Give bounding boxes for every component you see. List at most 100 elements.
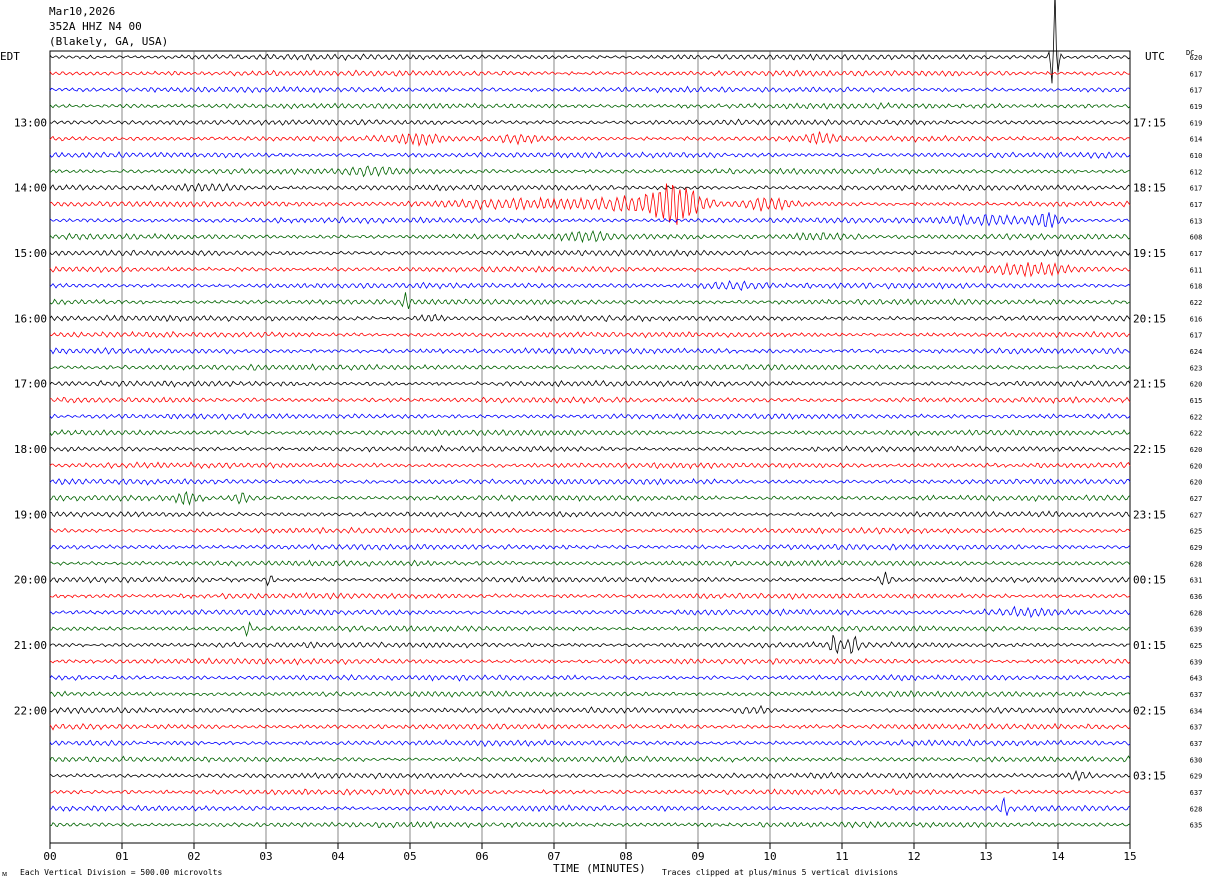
seismic-trace xyxy=(49,657,1131,666)
seismic-trace xyxy=(49,738,1131,748)
left-hour-label: 22:00 xyxy=(14,704,47,717)
seismic-trace xyxy=(49,690,1131,698)
dc-offset-value: 639 xyxy=(1190,626,1203,634)
corner-mark: ᴍ xyxy=(2,869,8,878)
seismic-trace xyxy=(49,85,1131,94)
left-hour-label: 14:00 xyxy=(14,182,47,195)
dc-offset-value: 629 xyxy=(1190,773,1203,781)
dc-offset-value: 619 xyxy=(1190,103,1203,111)
seismic-trace xyxy=(49,280,1131,292)
dc-offset-value: 631 xyxy=(1190,577,1203,585)
seismic-trace xyxy=(49,444,1131,453)
x-tick-label: 02 xyxy=(187,850,200,863)
right-hour-label: 03:15 xyxy=(1133,770,1166,783)
seismic-trace xyxy=(49,461,1131,470)
dc-offset-value: 643 xyxy=(1190,675,1203,683)
left-hour-label: 18:00 xyxy=(14,443,47,456)
plot-frame xyxy=(49,50,1131,844)
dc-offset-value: 614 xyxy=(1190,136,1203,144)
seismic-trace xyxy=(49,183,1131,225)
seismic-trace xyxy=(49,249,1131,257)
x-tick-label: 15 xyxy=(1123,850,1136,863)
dc-offset-value: 637 xyxy=(1190,724,1203,732)
dc-offset-value: 628 xyxy=(1190,560,1203,568)
dc-offset-value: 620 xyxy=(1190,54,1203,62)
x-tick-label: 13 xyxy=(979,850,992,863)
dc-offset-value: 627 xyxy=(1190,511,1203,519)
dc-offset-value: 625 xyxy=(1190,642,1203,650)
dc-offset-value: 628 xyxy=(1190,805,1203,813)
dc-offset-value: 623 xyxy=(1190,364,1203,372)
seismic-trace xyxy=(49,102,1131,110)
dc-offset-value: 637 xyxy=(1190,691,1203,699)
dc-offset-value: 618 xyxy=(1190,283,1203,291)
dc-offset-value: 611 xyxy=(1190,266,1203,274)
x-tick-label: 05 xyxy=(403,850,416,863)
left-timezone-label: EDT xyxy=(0,50,20,63)
seismic-trace xyxy=(49,722,1131,731)
x-axis-title: TIME (MINUTES) xyxy=(553,862,646,875)
plot-date: Mar10,2026 xyxy=(49,5,116,18)
seismic-trace xyxy=(49,292,1131,310)
dc-offset-value: 639 xyxy=(1190,658,1203,666)
dc-offset-value: 628 xyxy=(1190,609,1203,617)
seismic-trace xyxy=(49,621,1131,638)
dc-offset-value: 630 xyxy=(1190,756,1203,764)
dc-offset-value: 622 xyxy=(1190,430,1203,438)
seismic-trace xyxy=(49,821,1131,829)
dc-offset-value: 620 xyxy=(1190,381,1203,389)
x-tick-label: 08 xyxy=(619,850,632,863)
dc-offset-value: 617 xyxy=(1190,87,1203,95)
dc-offset-value: 617 xyxy=(1190,201,1203,209)
left-hour-label: 13:00 xyxy=(14,116,47,129)
seismic-trace xyxy=(49,131,1131,147)
seismic-trace xyxy=(49,796,1131,816)
seismic-trace xyxy=(49,704,1131,715)
left-hour-label: 17:00 xyxy=(14,378,47,391)
right-hour-label: 02:15 xyxy=(1133,704,1166,717)
dc-offset-value: 616 xyxy=(1190,315,1203,323)
dc-offset-value: 636 xyxy=(1190,593,1203,601)
seismic-trace xyxy=(49,755,1131,763)
x-tick-label: 06 xyxy=(475,850,488,863)
x-tick-label: 11 xyxy=(835,850,848,863)
x-tick-label: 10 xyxy=(763,850,776,863)
seismic-trace xyxy=(49,347,1131,355)
seismic-trace xyxy=(49,118,1131,126)
dc-offset-value: 622 xyxy=(1190,413,1203,421)
x-tick-label: 12 xyxy=(907,850,920,863)
seismic-trace xyxy=(49,313,1131,323)
right-hour-label: 22:15 xyxy=(1133,443,1166,456)
left-hour-label: 21:00 xyxy=(14,639,47,652)
dc-offset-value: 627 xyxy=(1190,495,1203,503)
dc-offset-value: 620 xyxy=(1190,479,1203,487)
seismic-trace xyxy=(49,330,1131,339)
seismic-trace xyxy=(49,212,1131,228)
seismic-trace xyxy=(49,0,1131,84)
seismic-trace xyxy=(49,559,1131,567)
x-tick-label: 03 xyxy=(259,850,272,863)
seismic-trace xyxy=(49,634,1131,655)
dc-offset-value: 637 xyxy=(1190,789,1203,797)
dc-offset-value: 625 xyxy=(1190,528,1203,536)
x-tick-label: 01 xyxy=(115,850,128,863)
seismic-trace xyxy=(49,69,1131,77)
left-hour-label: 15:00 xyxy=(14,247,47,260)
right-hour-label: 20:15 xyxy=(1133,312,1166,325)
right-hour-label: 01:15 xyxy=(1133,639,1166,652)
dc-offset-value: 613 xyxy=(1190,217,1203,225)
seismic-trace xyxy=(49,165,1130,178)
dc-offset-value: 615 xyxy=(1190,397,1203,405)
right-hour-label: 00:15 xyxy=(1133,574,1166,587)
right-timezone-label: UTC xyxy=(1145,50,1165,63)
right-hour-label: 18:15 xyxy=(1133,182,1166,195)
seismic-trace xyxy=(49,230,1131,244)
seismic-trace xyxy=(49,769,1131,782)
left-hour-label: 19:00 xyxy=(14,508,47,521)
seismic-trace xyxy=(49,788,1131,796)
station-id: 352A HHZ N4 00 xyxy=(49,20,142,33)
dc-offset-value: 612 xyxy=(1190,168,1203,176)
seismic-trace xyxy=(49,379,1131,388)
x-tick-label: 00 xyxy=(43,850,56,863)
seismic-trace xyxy=(49,673,1131,682)
